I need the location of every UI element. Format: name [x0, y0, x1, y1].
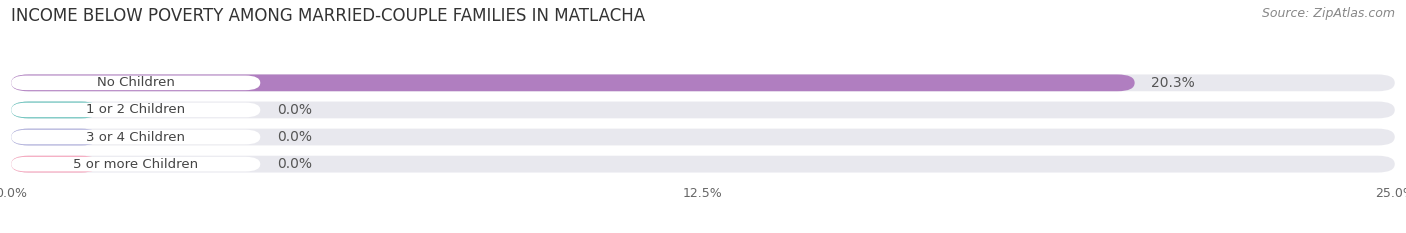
FancyBboxPatch shape: [11, 129, 1395, 145]
Text: 1 or 2 Children: 1 or 2 Children: [86, 103, 186, 116]
Text: Source: ZipAtlas.com: Source: ZipAtlas.com: [1261, 7, 1395, 20]
Text: 20.3%: 20.3%: [1152, 76, 1195, 90]
Text: INCOME BELOW POVERTY AMONG MARRIED-COUPLE FAMILIES IN MATLACHA: INCOME BELOW POVERTY AMONG MARRIED-COUPL…: [11, 7, 645, 25]
FancyBboxPatch shape: [11, 129, 98, 145]
FancyBboxPatch shape: [11, 130, 260, 144]
Text: 5 or more Children: 5 or more Children: [73, 158, 198, 171]
FancyBboxPatch shape: [11, 102, 1395, 118]
FancyBboxPatch shape: [11, 103, 260, 117]
Text: 3 or 4 Children: 3 or 4 Children: [86, 130, 186, 144]
Text: 0.0%: 0.0%: [277, 130, 312, 144]
FancyBboxPatch shape: [11, 75, 260, 90]
FancyBboxPatch shape: [11, 75, 1135, 91]
FancyBboxPatch shape: [11, 156, 98, 172]
Text: No Children: No Children: [97, 76, 174, 89]
Text: 0.0%: 0.0%: [277, 157, 312, 171]
FancyBboxPatch shape: [11, 157, 260, 171]
Text: 0.0%: 0.0%: [277, 103, 312, 117]
FancyBboxPatch shape: [11, 102, 98, 118]
FancyBboxPatch shape: [11, 156, 1395, 172]
FancyBboxPatch shape: [11, 75, 1395, 91]
